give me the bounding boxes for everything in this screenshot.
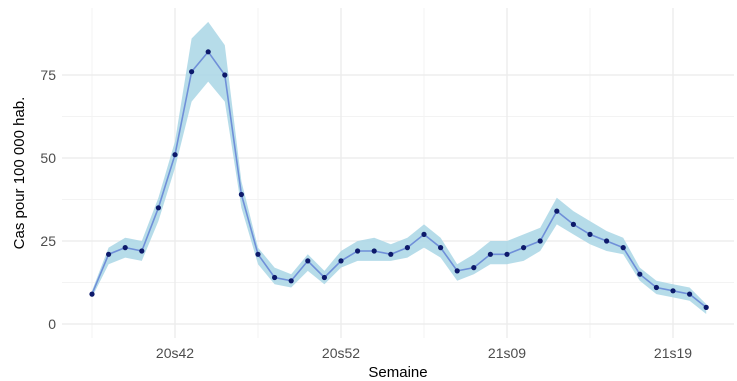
data-point [388, 251, 394, 257]
data-point [454, 268, 460, 274]
data-point [106, 251, 112, 257]
confidence-band [92, 21, 707, 315]
y-tick-label: 0 [48, 316, 56, 332]
data-point [338, 258, 344, 264]
data-point [189, 69, 195, 75]
data-point [687, 291, 693, 297]
y-tick-label: 50 [40, 150, 56, 166]
data-point [570, 221, 577, 227]
data-point [238, 191, 244, 198]
tick-labels-layer: 0 25 50 75 20s42 20s52 21s09 21s19 [40, 67, 692, 361]
x-tick-label: 21s19 [654, 345, 692, 361]
data-point [587, 231, 593, 237]
data-point [355, 248, 361, 254]
data-point [89, 291, 95, 297]
data-point [487, 251, 493, 257]
data-point [521, 245, 527, 251]
grid-layer [62, 8, 734, 338]
x-tick-label: 21s09 [488, 345, 526, 361]
data-point [222, 72, 228, 78]
data-point [604, 238, 610, 244]
data-point [139, 248, 145, 254]
confidence-band-layer [92, 21, 707, 315]
data-point [122, 245, 128, 251]
series-line-layer [91, 50, 707, 309]
data-point [637, 271, 643, 277]
y-tick-label: 75 [40, 67, 56, 83]
data-point [172, 152, 178, 158]
data-point [305, 258, 311, 264]
data-point [255, 251, 261, 257]
x-tick-label: 20s42 [156, 345, 194, 361]
data-point [438, 245, 444, 251]
data-point [537, 238, 543, 244]
data-point [321, 274, 327, 281]
data-point [471, 265, 477, 271]
x-axis-title: Semaine [368, 364, 427, 381]
data-point [504, 251, 510, 257]
data-point [205, 49, 211, 55]
data-point [421, 231, 427, 237]
data-point [371, 248, 377, 254]
data-point [272, 274, 278, 281]
data-point [620, 245, 626, 251]
plot-panel [62, 8, 734, 338]
y-tick-label: 25 [40, 233, 56, 249]
data-point [288, 278, 294, 284]
data-point [703, 304, 709, 310]
data-points-layer [89, 49, 709, 310]
series-line [91, 50, 707, 309]
y-axis-title: Cas pour 100 000 hab. [11, 97, 28, 250]
data-point [554, 208, 560, 214]
data-point [404, 245, 410, 251]
data-point [670, 288, 676, 294]
data-point [155, 205, 161, 211]
x-tick-label: 20s52 [322, 345, 360, 361]
data-point [653, 284, 660, 291]
